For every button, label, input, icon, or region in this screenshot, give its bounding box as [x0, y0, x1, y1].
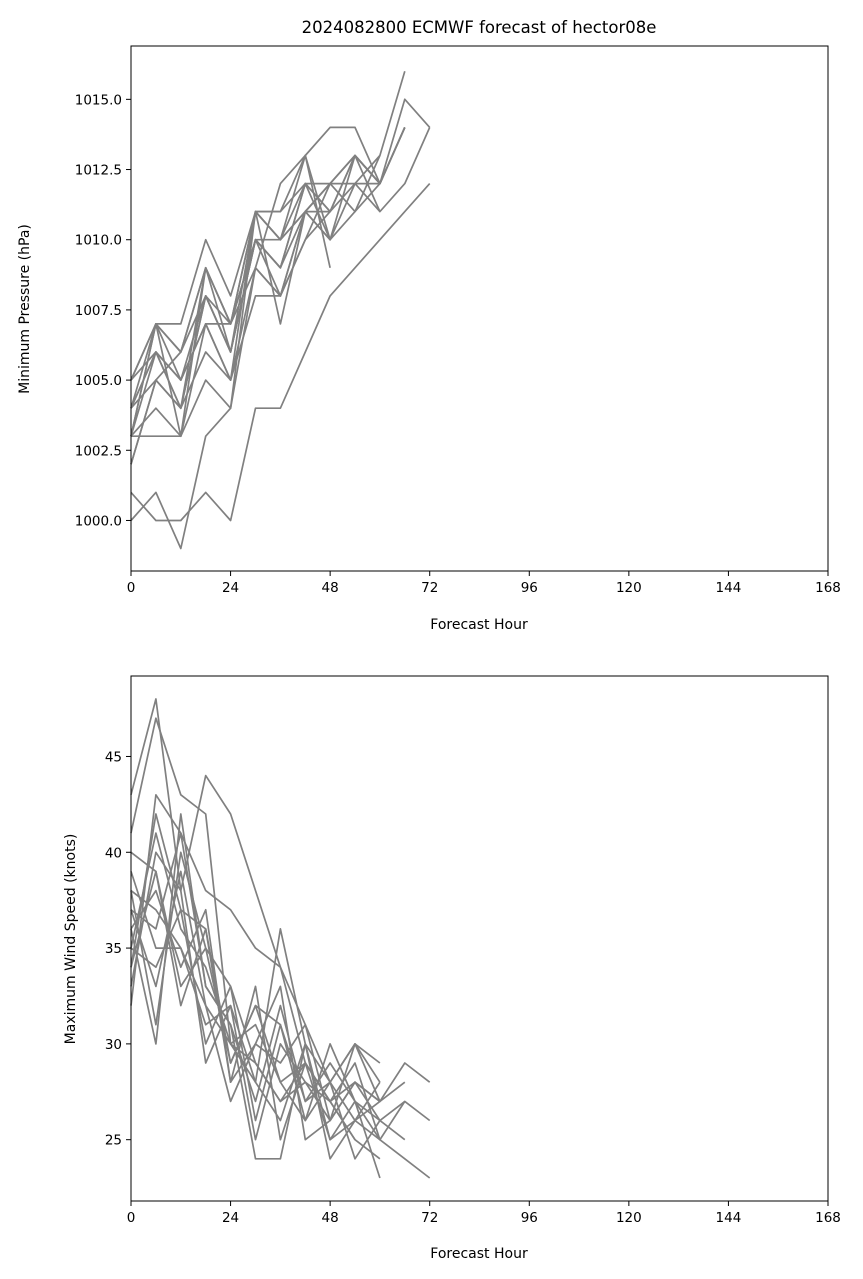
wind-x-tick-label: 96: [521, 1210, 538, 1226]
wind-member-line-10: [130, 889, 381, 1122]
pressure-member-line-13: [131, 155, 381, 438]
wind-x-tick-label: 0: [127, 1210, 136, 1226]
pressure-axes-frame: [130, 45, 829, 572]
wind-member-line-12: [130, 832, 381, 1122]
pressure-y-tick-label: 1007.5: [75, 303, 122, 319]
wind-member-line-13: [130, 851, 381, 1140]
pressure-y-tick-label: 1012.5: [75, 163, 122, 179]
wind-member-line-15: [130, 889, 381, 1122]
chart-title: 2024082800 ECMWF forecast of hector08e: [302, 18, 657, 37]
pressure-x-tick-label: 96: [521, 580, 538, 596]
pressure-member-line-9: [130, 127, 406, 437]
wind-x-tick-label: 48: [322, 1210, 339, 1226]
pressure-y-tick-label: 1010.0: [75, 233, 122, 249]
y-axis-label-wind: Maximum Wind Speed (knots): [63, 834, 79, 1045]
wind-y-tick-label: 30: [105, 1037, 122, 1053]
wind-y-tick-label: 45: [105, 749, 122, 765]
pressure-x-tick-label: 72: [421, 580, 438, 596]
pressure-x-tick-label: 24: [222, 580, 239, 596]
pressure-x-tick-label: 144: [716, 580, 742, 596]
wind-x-tick-label: 120: [616, 1210, 642, 1226]
pressure-y-tick-label: 1005.0: [75, 373, 122, 389]
pressure-panel: Minimum Pressure (hPa) Forecast Hour 0 24…: [17, 45, 841, 633]
wind-member-lines: [130, 698, 431, 1179]
pressure-x-tick-label: 0: [127, 580, 136, 596]
wind-member-line-11: [130, 851, 381, 1141]
wind-x-tick-label: 168: [815, 1210, 841, 1226]
y-axis-label-pressure: Minimum Pressure (hPa): [17, 224, 33, 394]
pressure-x-tick-label: 48: [322, 580, 339, 596]
pressure-y-tick-label: 1000.0: [75, 513, 122, 529]
wind-x-tick-label: 24: [222, 1210, 239, 1226]
pressure-x-tick-label: 120: [616, 580, 642, 596]
wind-y-tick-label: 40: [105, 845, 122, 861]
wind-panel: Maximum Wind Speed (knots) Forecast Hour…: [63, 675, 841, 1262]
pressure-member-line-16: [130, 210, 331, 381]
wind-y-tick-label: 25: [105, 1133, 122, 1149]
wind-y-tick-label: 35: [105, 941, 122, 957]
wind-x-tick-label: 144: [716, 1210, 742, 1226]
wind-member-line-16: [130, 870, 356, 1141]
wind-member-line-3: [130, 793, 431, 1122]
pressure-x-tick-label: 168: [815, 580, 841, 596]
pressure-member-lines: [130, 71, 431, 550]
pressure-y-tick-label: 1002.5: [75, 443, 122, 459]
pressure-member-line-2: [130, 183, 431, 522]
wind-x-tick-label: 72: [421, 1210, 438, 1226]
pressure-y-tick-label: 1015.0: [75, 92, 122, 108]
x-axis-label-pressure: Forecast Hour: [430, 617, 528, 633]
wind-axes-frame: [130, 675, 829, 1202]
x-axis-label-wind: Forecast Hour: [430, 1246, 528, 1262]
